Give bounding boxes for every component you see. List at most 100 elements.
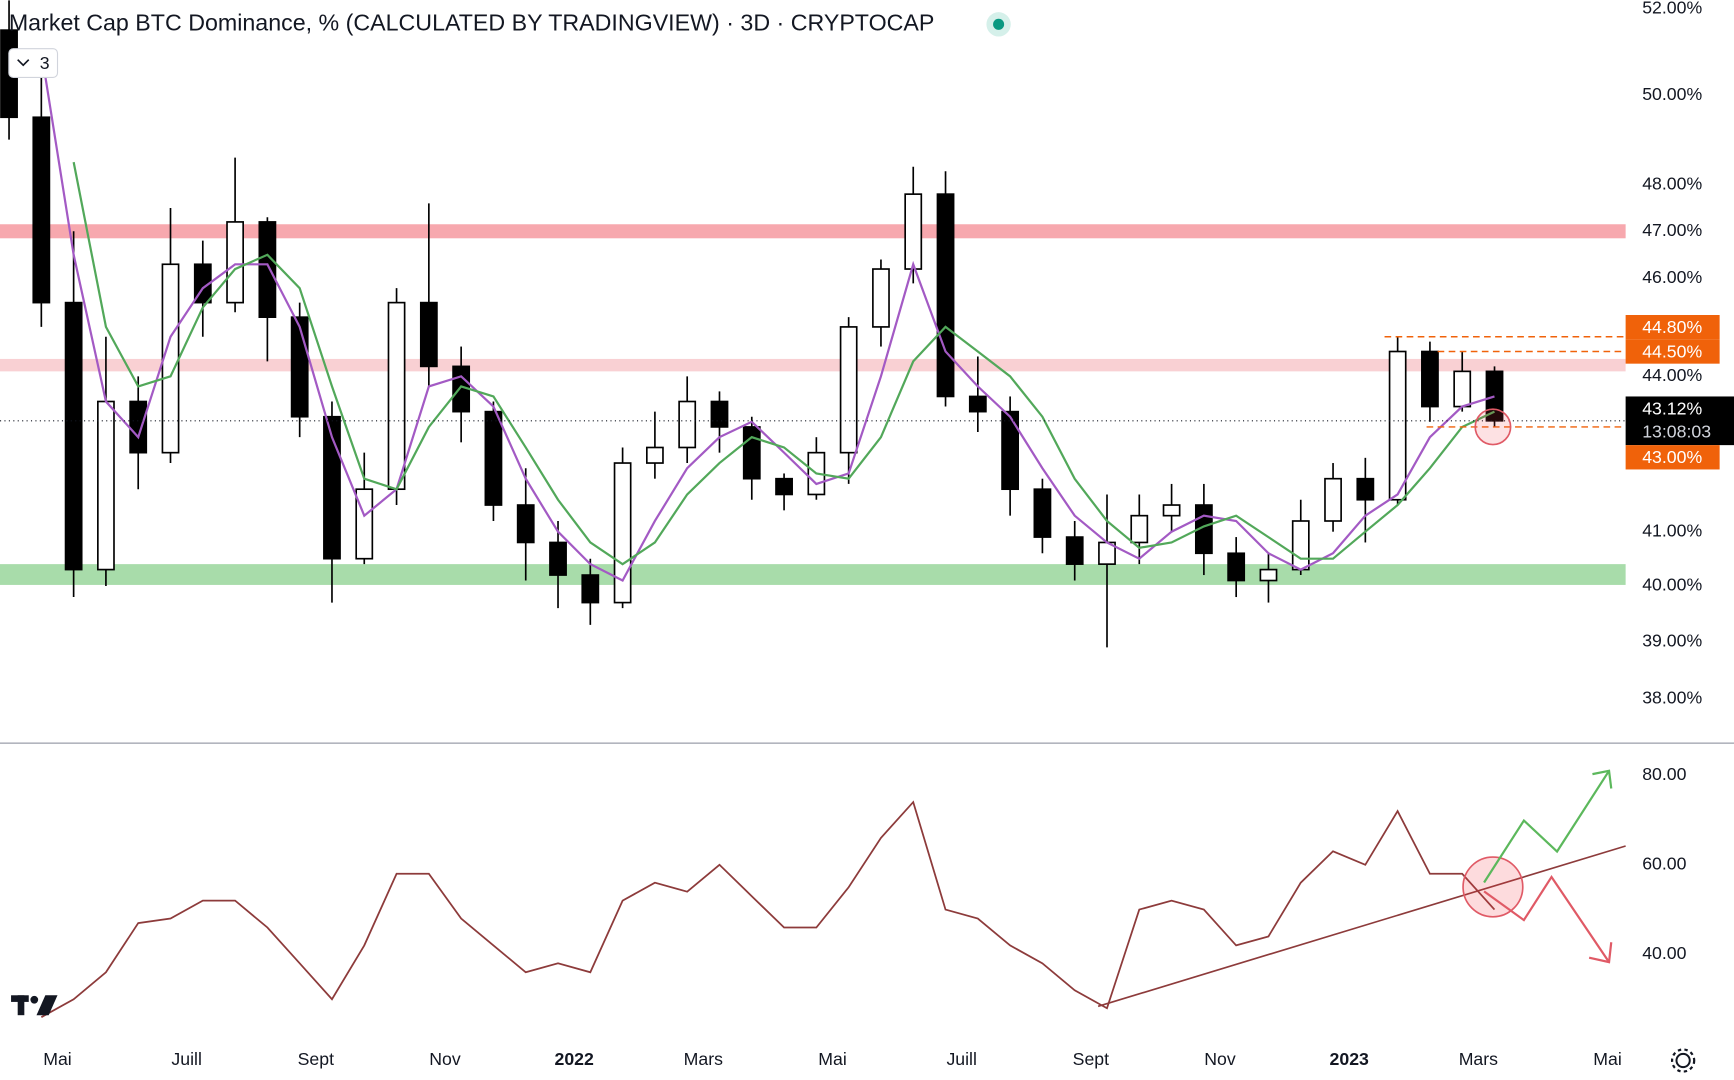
candle-body <box>936 193 955 398</box>
bull-arrowhead <box>1592 769 1613 789</box>
y-tick-label: 40.00% <box>1642 575 1702 595</box>
candle-body <box>645 446 664 464</box>
collapse-button[interactable] <box>8 48 59 78</box>
candle-body <box>258 221 277 318</box>
candle-body <box>1356 477 1375 501</box>
rsi-line <box>40 800 1496 1018</box>
x-tick-label: Mai <box>1593 1049 1622 1069</box>
zone <box>0 358 1626 372</box>
y-tick-label: 60.00 <box>1642 853 1686 873</box>
candle-body <box>1065 536 1084 565</box>
candle-body <box>1227 552 1246 582</box>
candle-body <box>710 400 729 428</box>
tradingview-logo <box>11 995 58 1016</box>
trend-line <box>1097 845 1626 1008</box>
y-tick-label: 39.00% <box>1642 630 1702 650</box>
y-tick-label: 46.00% <box>1642 267 1702 287</box>
level-label: 43.00% <box>1642 447 1702 467</box>
candle-body <box>1291 520 1310 571</box>
candle-body <box>1162 504 1181 517</box>
y-tick-label: 48.00% <box>1642 174 1702 194</box>
candle-body <box>226 221 244 304</box>
candle-body <box>1388 350 1407 501</box>
logo-part <box>36 995 58 1016</box>
settings-icon[interactable] <box>1670 1048 1696 1073</box>
y-tick-label: 80.00 <box>1642 764 1686 784</box>
y-tick-label: 44.00% <box>1642 365 1702 385</box>
chevron-icon <box>17 59 30 67</box>
x-tick-label: Mai <box>818 1049 847 1069</box>
x-tick-label: Juill <box>946 1049 976 1069</box>
x-tick-label: 2023 <box>1330 1049 1370 1069</box>
logo-part <box>17 995 25 1016</box>
candle-body <box>1324 477 1342 522</box>
y-tick-label: 41.00% <box>1642 520 1702 540</box>
candle-body <box>97 400 115 571</box>
y-tick-label: 52.00% <box>1642 0 1702 18</box>
candle-body <box>387 301 406 491</box>
candle-body <box>323 415 341 560</box>
status-dot <box>993 18 1005 30</box>
level-label: 44.50% <box>1642 341 1702 361</box>
level-label: 44.80% <box>1642 317 1702 337</box>
x-tick-label: Mai <box>43 1049 72 1069</box>
y-tick-label: 38.00% <box>1642 688 1702 708</box>
countdown-label: 13:08:03 <box>1642 422 1711 442</box>
level-box <box>1625 339 1720 364</box>
y-tick-label: 40.00 <box>1642 943 1686 963</box>
x-tick-label: Juill <box>171 1049 201 1069</box>
gear-teeth <box>1670 1048 1696 1073</box>
candle-body <box>1453 370 1472 408</box>
candle-body <box>129 400 148 454</box>
candle-body <box>872 268 890 328</box>
candle-body <box>775 477 793 496</box>
bear-arrowhead <box>1588 942 1613 964</box>
candle-body <box>419 301 438 368</box>
candle-body <box>64 301 83 571</box>
candle-body <box>1001 410 1020 491</box>
candle-body <box>549 541 567 576</box>
candle-body <box>161 263 180 454</box>
zone <box>0 564 1626 585</box>
candle-body <box>1033 488 1052 538</box>
x-tick-label: 2022 <box>554 1049 594 1069</box>
last-price-label: 43.12% <box>1642 398 1702 418</box>
x-tick-label: Sept <box>298 1049 334 1069</box>
x-tick-label: Nov <box>1204 1049 1236 1069</box>
indicator-count: 3 <box>40 53 50 73</box>
candle-body <box>32 116 51 304</box>
candle-body <box>1130 514 1149 544</box>
zone <box>0 224 1626 239</box>
candle-body <box>839 326 858 454</box>
x-tick-label: Nov <box>429 1049 461 1069</box>
candle-body <box>516 504 535 544</box>
bull-arrow <box>1483 770 1610 884</box>
candle-body <box>581 574 600 604</box>
candle-body <box>742 426 761 480</box>
chart-title: Market Cap BTC Dominance, % (CALCULATED … <box>9 9 935 35</box>
x-tick-label: Mars <box>1459 1049 1498 1069</box>
logo-part <box>30 995 39 1004</box>
candle-body <box>1485 370 1504 422</box>
bear-arrow <box>1483 874 1610 963</box>
plot-layer <box>0 0 1626 1018</box>
candle-body <box>968 395 987 413</box>
candle-body <box>290 316 309 418</box>
y-tick-label: 47.00% <box>1642 220 1702 240</box>
moving-average <box>40 51 1495 582</box>
moving-average <box>72 161 1495 566</box>
x-tick-label: Mars <box>684 1049 723 1069</box>
highlight-circle <box>1474 408 1512 446</box>
candle-body <box>1421 350 1439 408</box>
x-tick-label: Sept <box>1073 1049 1109 1069</box>
candle-body <box>1259 568 1278 582</box>
gear-ring <box>1675 1052 1691 1069</box>
candle-body <box>904 193 923 270</box>
candle-body <box>678 400 697 449</box>
level-box <box>1625 445 1720 470</box>
y-tick-label: 50.00% <box>1642 84 1702 104</box>
last-price-box <box>1625 396 1734 446</box>
